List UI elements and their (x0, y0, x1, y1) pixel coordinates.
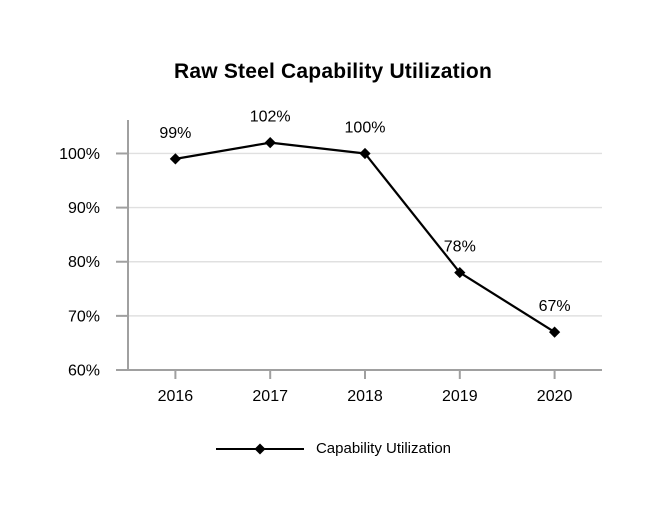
data-label: 102% (250, 109, 291, 126)
x-tick-label: 2016 (158, 388, 194, 405)
series-line (175, 141, 556, 334)
data-point-marker (549, 326, 561, 338)
y-tick-label: 80% (68, 254, 100, 271)
x-tick-label: 2020 (537, 388, 573, 405)
data-label: 67% (539, 298, 571, 315)
x-tick-label: 2017 (252, 388, 288, 405)
data-point-marker (264, 137, 276, 149)
legend-label: Capability Utilization (315, 440, 452, 457)
data-label: 100% (345, 119, 386, 136)
y-tick-label: 70% (68, 308, 100, 325)
y-tick-label: 100% (59, 146, 100, 163)
x-tick-label: 2018 (347, 388, 383, 405)
y-tick-label: 90% (68, 200, 100, 217)
legend-diamond-icon (215, 443, 304, 455)
data-point-marker (359, 147, 371, 160)
x-tick-label: 2019 (442, 388, 478, 405)
data-label: 99% (159, 125, 191, 142)
chart-title: Raw Steel Capability Utilization (174, 60, 492, 83)
data-point-marker (169, 153, 181, 165)
y-tick-label: 60% (68, 363, 100, 380)
chart-legend: Capability Utilization (0, 441, 666, 457)
data-label: 78% (444, 239, 476, 256)
data-point-marker (454, 266, 466, 279)
